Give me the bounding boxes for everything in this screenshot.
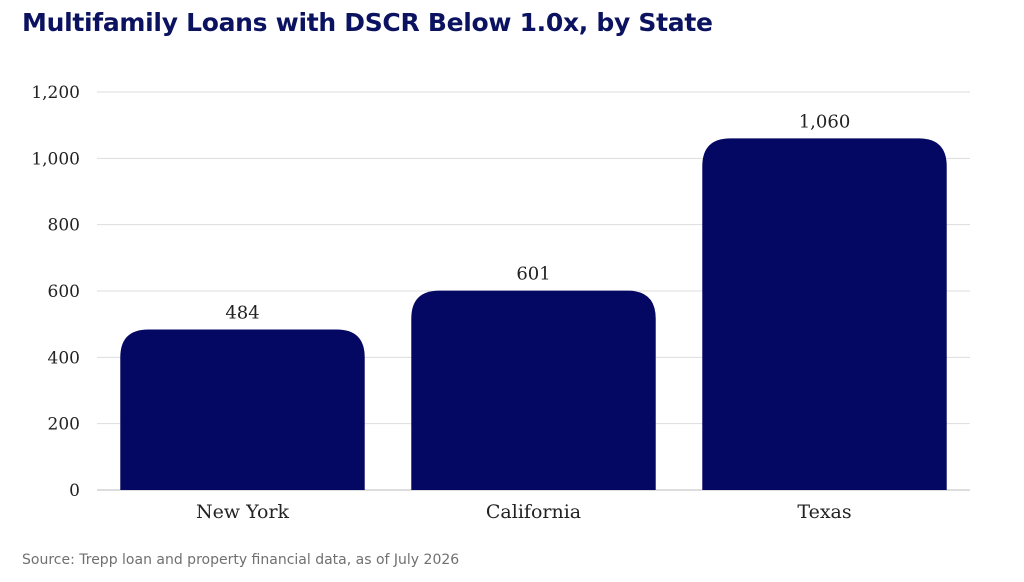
y-tick-label: 600 xyxy=(48,282,80,302)
x-tick-label: Texas xyxy=(797,501,851,523)
y-tick-label: 0 xyxy=(69,481,80,501)
bar-new-york xyxy=(120,329,365,490)
chart-title: Multifamily Loans with DSCR Below 1.0x, … xyxy=(22,8,713,37)
x-tick-label: California xyxy=(486,501,581,523)
data-label: 601 xyxy=(516,264,550,285)
y-tick-label: 800 xyxy=(48,216,80,236)
data-label: 484 xyxy=(225,302,259,323)
y-tick-label: 1,000 xyxy=(31,149,80,169)
bar-california xyxy=(411,290,656,490)
y-tick-label: 1,200 xyxy=(31,83,80,103)
source-note: Source: Trepp loan and property financia… xyxy=(22,552,460,568)
y-tick-label: 200 xyxy=(48,415,80,435)
bar-texas xyxy=(702,138,947,490)
data-label: 1,060 xyxy=(799,111,851,132)
y-tick-label: 400 xyxy=(48,348,80,368)
x-tick-label: New York xyxy=(196,501,290,523)
